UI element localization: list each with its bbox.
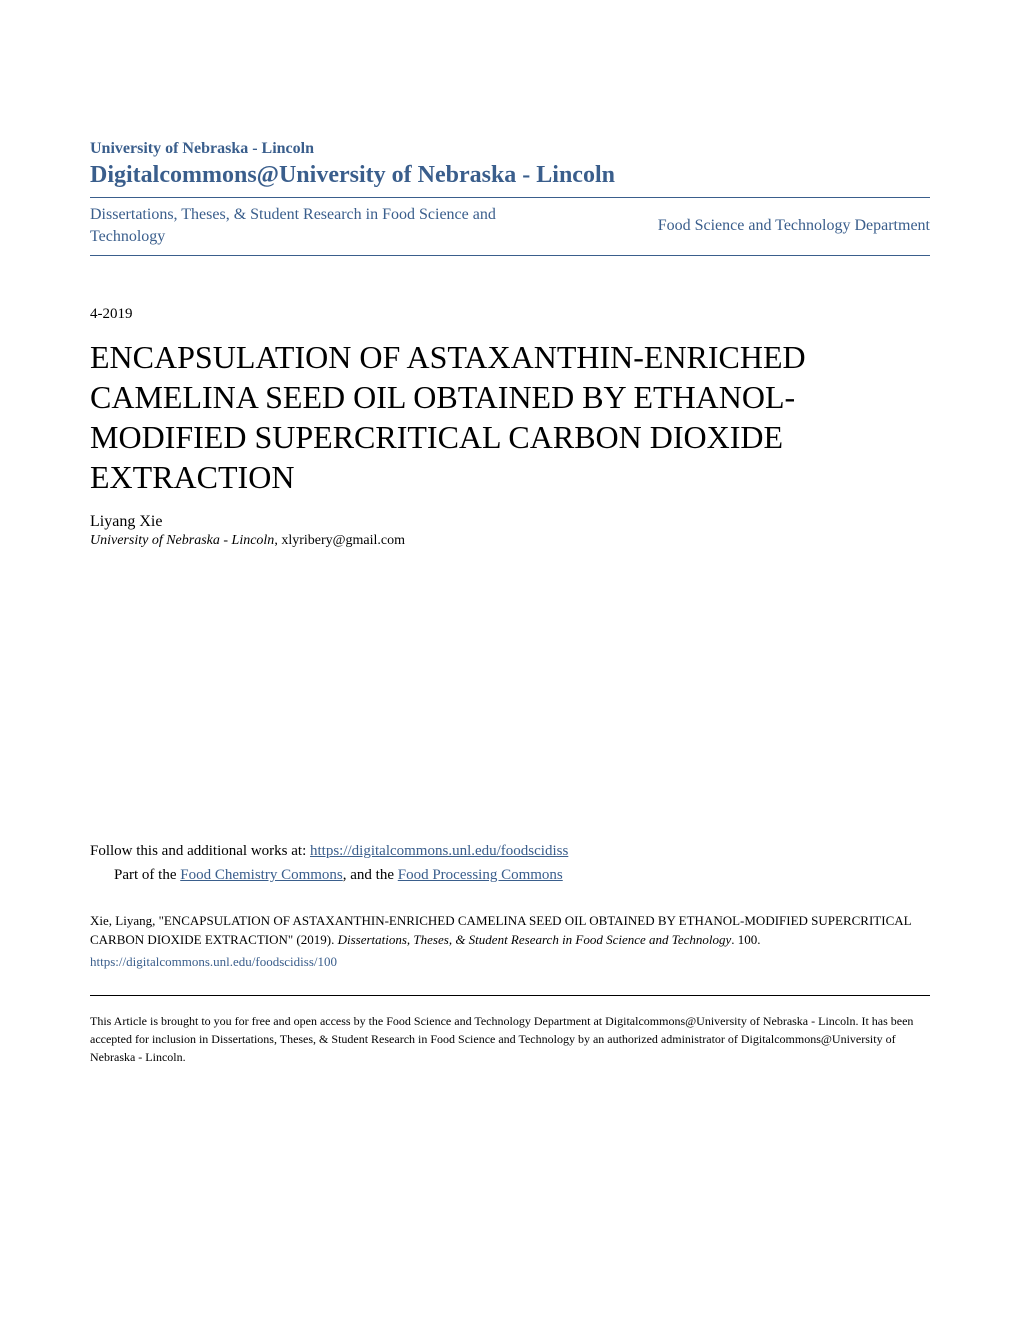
university-name[interactable]: University of Nebraska - Lincoln xyxy=(90,140,930,158)
collection-link-left[interactable]: Dissertations, Theses, & Student Researc… xyxy=(90,204,510,249)
author-email: xlyribery@gmail.com xyxy=(281,533,405,548)
citation-series: Dissertations, Theses, & Student Researc… xyxy=(338,932,732,947)
department-link-right[interactable]: Food Science and Technology Department xyxy=(658,217,930,235)
follow-main-link[interactable]: https://digitalcommons.unl.edu/foodscidi… xyxy=(310,843,568,859)
author-affiliation: University of Nebraska - Lincoln, xlyrib… xyxy=(90,533,930,549)
part-of-line: Part of the Food Chemistry Commons, and … xyxy=(90,863,930,887)
publication-date: 4-2019 xyxy=(90,306,930,323)
commons-link-2[interactable]: Food Processing Commons xyxy=(398,867,563,883)
follow-section: Follow this and additional works at: htt… xyxy=(90,839,930,887)
header-row: Dissertations, Theses, & Student Researc… xyxy=(90,198,930,255)
paper-title: ENCAPSULATION OF ASTAXANTHIN-ENRICHED CA… xyxy=(90,337,930,497)
citation-author: Xie, Liyang, xyxy=(90,913,159,928)
affiliation-text: University of Nebraska - Lincoln xyxy=(90,533,274,548)
follow-line: Follow this and additional works at: htt… xyxy=(90,839,930,863)
part-intro: Part of the xyxy=(114,867,180,883)
divider-bottom xyxy=(90,255,930,256)
repository-name[interactable]: Digitalcommons@University of Nebraska - … xyxy=(90,162,930,189)
header-section: University of Nebraska - Lincoln Digital… xyxy=(90,140,930,256)
commons-separator: , and the xyxy=(343,867,398,883)
disclaimer-text: This Article is brought to you for free … xyxy=(90,995,930,1066)
author-name: Liyang Xie xyxy=(90,513,930,531)
follow-intro: Follow this and additional works at: xyxy=(90,843,310,859)
citation-url-link[interactable]: https://digitalcommons.unl.edu/foodscidi… xyxy=(90,952,930,972)
citation-number: . 100. xyxy=(731,932,760,947)
commons-link-1[interactable]: Food Chemistry Commons xyxy=(180,867,343,883)
citation-block: Xie, Liyang, "ENCAPSULATION OF ASTAXANTH… xyxy=(90,911,930,984)
